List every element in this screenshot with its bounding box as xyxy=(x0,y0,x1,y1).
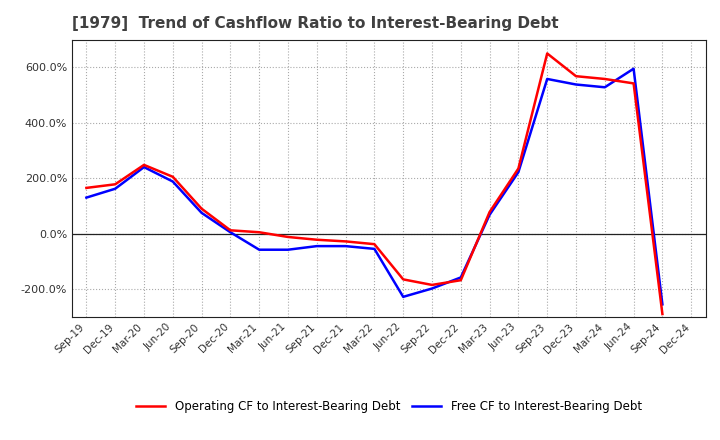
Line: Free CF to Interest-Bearing Debt: Free CF to Interest-Bearing Debt xyxy=(86,69,662,304)
Free CF to Interest-Bearing Debt xyxy=(168,179,177,184)
Operating CF to Interest-Bearing Debt xyxy=(197,206,206,211)
Operating CF to Interest-Bearing Debt xyxy=(82,185,91,191)
Operating CF to Interest-Bearing Debt xyxy=(629,81,638,86)
Operating CF to Interest-Bearing Debt xyxy=(226,227,235,233)
Free CF to Interest-Bearing Debt xyxy=(514,169,523,175)
Free CF to Interest-Bearing Debt xyxy=(197,210,206,216)
Legend: Operating CF to Interest-Bearing Debt, Free CF to Interest-Bearing Debt: Operating CF to Interest-Bearing Debt, F… xyxy=(135,400,642,413)
Operating CF to Interest-Bearing Debt xyxy=(168,174,177,180)
Operating CF to Interest-Bearing Debt xyxy=(312,237,321,242)
Free CF to Interest-Bearing Debt xyxy=(312,243,321,249)
Free CF to Interest-Bearing Debt xyxy=(140,165,148,170)
Free CF to Interest-Bearing Debt xyxy=(341,243,350,249)
Operating CF to Interest-Bearing Debt xyxy=(255,230,264,235)
Operating CF to Interest-Bearing Debt xyxy=(370,242,379,247)
Operating CF to Interest-Bearing Debt xyxy=(428,282,436,288)
Operating CF to Interest-Bearing Debt xyxy=(514,166,523,171)
Free CF to Interest-Bearing Debt xyxy=(399,294,408,300)
Free CF to Interest-Bearing Debt xyxy=(82,195,91,200)
Free CF to Interest-Bearing Debt xyxy=(226,230,235,235)
Line: Operating CF to Interest-Bearing Debt: Operating CF to Interest-Bearing Debt xyxy=(86,53,662,314)
Operating CF to Interest-Bearing Debt xyxy=(658,312,667,317)
Operating CF to Interest-Bearing Debt xyxy=(600,76,609,81)
Free CF to Interest-Bearing Debt xyxy=(255,247,264,253)
Free CF to Interest-Bearing Debt xyxy=(629,66,638,71)
Free CF to Interest-Bearing Debt xyxy=(428,286,436,291)
Operating CF to Interest-Bearing Debt xyxy=(485,209,494,215)
Operating CF to Interest-Bearing Debt xyxy=(111,182,120,187)
Text: [1979]  Trend of Cashflow Ratio to Interest-Bearing Debt: [1979] Trend of Cashflow Ratio to Intere… xyxy=(72,16,559,32)
Free CF to Interest-Bearing Debt xyxy=(284,247,292,253)
Free CF to Interest-Bearing Debt xyxy=(456,275,465,280)
Operating CF to Interest-Bearing Debt xyxy=(572,73,580,79)
Operating CF to Interest-Bearing Debt xyxy=(341,239,350,244)
Operating CF to Interest-Bearing Debt xyxy=(399,277,408,282)
Free CF to Interest-Bearing Debt xyxy=(658,302,667,307)
Free CF to Interest-Bearing Debt xyxy=(111,186,120,191)
Free CF to Interest-Bearing Debt xyxy=(600,84,609,90)
Operating CF to Interest-Bearing Debt xyxy=(543,51,552,56)
Free CF to Interest-Bearing Debt xyxy=(485,212,494,217)
Operating CF to Interest-Bearing Debt xyxy=(284,235,292,240)
Operating CF to Interest-Bearing Debt xyxy=(456,278,465,283)
Free CF to Interest-Bearing Debt xyxy=(370,246,379,252)
Free CF to Interest-Bearing Debt xyxy=(543,76,552,81)
Free CF to Interest-Bearing Debt xyxy=(572,82,580,87)
Operating CF to Interest-Bearing Debt xyxy=(140,162,148,168)
